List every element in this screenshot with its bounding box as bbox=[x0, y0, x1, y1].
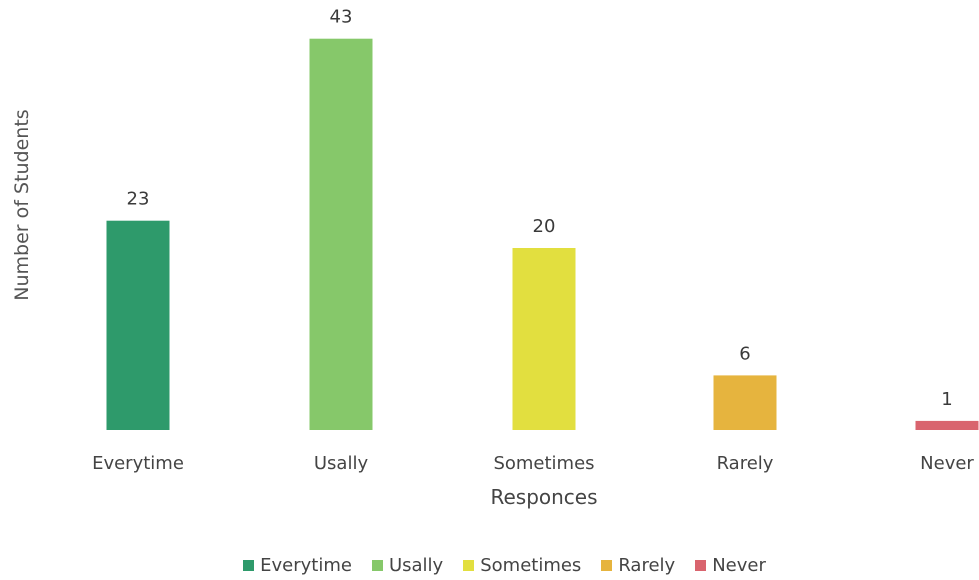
data-label: 20 bbox=[533, 216, 556, 237]
legend-swatch bbox=[695, 560, 707, 571]
data-label: 6 bbox=[739, 343, 750, 364]
x-tick-label: Never bbox=[920, 453, 974, 474]
legend-swatch bbox=[463, 560, 475, 571]
bar-rarely bbox=[713, 375, 777, 430]
legend-item-rarely: Rarely bbox=[601, 555, 675, 576]
legend-swatch bbox=[601, 560, 613, 571]
legend-label: Never bbox=[712, 555, 766, 576]
data-label: 43 bbox=[330, 7, 353, 28]
bar-never bbox=[915, 420, 979, 430]
legend-item-usally: Usally bbox=[371, 555, 444, 576]
legend-label: Rarely bbox=[618, 555, 676, 576]
bar-sometimes bbox=[512, 248, 576, 430]
x-tick-label: Rarely bbox=[717, 453, 774, 474]
legend-item-everytime: Everytime bbox=[243, 555, 352, 576]
data-label: 1 bbox=[941, 389, 952, 410]
bar-everytime bbox=[106, 220, 170, 430]
legend-label: Everytime bbox=[260, 555, 352, 576]
x-tick-label: Everytime bbox=[92, 453, 184, 474]
legend-item-never: Never bbox=[695, 555, 766, 576]
y-axis-label: Number of Students bbox=[11, 109, 33, 301]
data-label: 23 bbox=[127, 189, 150, 210]
legend-label: Usally bbox=[388, 555, 444, 576]
x-axis-label: Responces bbox=[490, 485, 598, 509]
bar-usally bbox=[309, 38, 373, 430]
legend-label: Sometimes bbox=[480, 555, 582, 576]
legend-item-sometimes: Sometimes bbox=[463, 555, 581, 576]
legend: Everytime Usally Sometimes Rarely Never bbox=[0, 555, 979, 576]
x-tick-label: Sometimes bbox=[493, 453, 594, 474]
legend-swatch bbox=[371, 560, 383, 571]
x-tick-label: Usally bbox=[314, 453, 369, 474]
legend-swatch bbox=[243, 560, 255, 571]
